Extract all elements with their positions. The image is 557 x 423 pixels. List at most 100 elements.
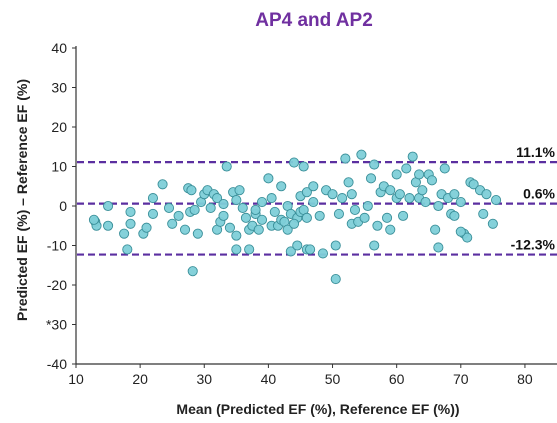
data-point	[455, 226, 466, 237]
data-point	[250, 204, 261, 215]
data-point	[356, 149, 367, 160]
data-point	[343, 177, 354, 188]
data-point	[385, 224, 396, 235]
data-point	[163, 202, 175, 214]
data-point	[266, 193, 277, 204]
data-point	[212, 193, 223, 204]
data-point	[462, 232, 473, 243]
y-axis-title: Predicted EF (%) – Reference EF (%)	[14, 79, 30, 321]
data-point	[449, 189, 460, 200]
data-point	[330, 274, 341, 285]
data-point	[449, 210, 460, 221]
data-point	[122, 244, 133, 255]
data-point	[88, 214, 100, 225]
data-point	[337, 193, 348, 204]
data-point	[426, 175, 437, 186]
data-point	[179, 224, 191, 235]
data-point	[455, 196, 466, 208]
reference-line-label: -12.3%	[511, 237, 556, 253]
data-point	[256, 214, 268, 225]
data-point	[391, 169, 402, 180]
data-point	[253, 224, 264, 235]
data-point	[282, 224, 293, 235]
data-point	[231, 230, 242, 241]
data-point	[147, 208, 159, 219]
data-point	[478, 208, 489, 219]
data-point	[398, 210, 409, 221]
data-point	[491, 195, 502, 206]
data-point	[407, 151, 418, 162]
data-point	[125, 206, 136, 217]
data-point	[346, 189, 357, 200]
data-point	[433, 200, 444, 212]
data-point	[167, 218, 178, 229]
data-point	[433, 242, 444, 253]
data-point	[224, 222, 235, 233]
data-point	[276, 181, 287, 192]
data-point	[237, 202, 248, 214]
data-point	[301, 212, 312, 223]
y-tick-label: 0	[59, 198, 67, 214]
x-tick-label: 80	[517, 371, 533, 387]
data-point	[369, 159, 380, 170]
data-point	[420, 196, 431, 208]
y-tick-label: 20	[51, 119, 67, 135]
data-point	[365, 173, 377, 184]
data-point	[285, 246, 296, 257]
data-point	[385, 185, 396, 196]
data-point	[305, 244, 316, 255]
x-tick-label: 70	[453, 371, 469, 387]
data-point	[430, 224, 441, 235]
data-point	[256, 196, 268, 208]
data-point	[298, 161, 309, 172]
data-point	[189, 204, 200, 215]
data-point	[327, 189, 338, 200]
data-point	[187, 266, 198, 277]
data-point	[381, 212, 393, 223]
data-point	[301, 187, 312, 198]
data-point	[314, 210, 325, 221]
x-tick-label: 50	[325, 371, 341, 387]
data-point	[439, 163, 450, 174]
data-point	[147, 193, 159, 204]
data-point	[414, 169, 425, 180]
data-point	[362, 200, 373, 212]
x-tick-label: 30	[196, 371, 212, 387]
x-tick-label: 20	[132, 371, 148, 387]
data-point	[269, 206, 280, 217]
data-point	[263, 173, 274, 184]
data-point	[349, 204, 361, 215]
data-point	[317, 248, 328, 259]
x-axis-title: Mean (Predicted EF (%), Reference EF (%)…	[176, 401, 459, 417]
y-tick-label: -10	[47, 238, 67, 254]
data-point	[308, 181, 319, 192]
data-point	[394, 189, 405, 200]
data-point	[231, 244, 242, 255]
data-point	[308, 196, 319, 208]
data-point	[173, 210, 184, 221]
data-point	[340, 153, 351, 164]
y-tick-label: *30	[46, 317, 67, 333]
data-point	[157, 179, 168, 190]
data-point	[234, 185, 245, 196]
data-point	[141, 222, 152, 233]
x-tick-label: 60	[389, 371, 405, 387]
data-point	[417, 185, 428, 196]
data-point	[289, 157, 300, 168]
data-point	[218, 210, 229, 221]
data-point	[289, 218, 300, 229]
y-tick-label: 30	[51, 80, 67, 96]
data-point	[369, 240, 380, 251]
data-point	[186, 185, 197, 196]
data-point	[231, 195, 242, 206]
data-point	[487, 218, 498, 229]
y-tick-label: -20	[47, 277, 67, 293]
data-point	[192, 228, 203, 239]
data-point	[401, 163, 412, 174]
data-point	[359, 212, 370, 223]
data-point	[205, 202, 216, 214]
data-point	[330, 240, 341, 251]
data-point	[240, 212, 252, 223]
